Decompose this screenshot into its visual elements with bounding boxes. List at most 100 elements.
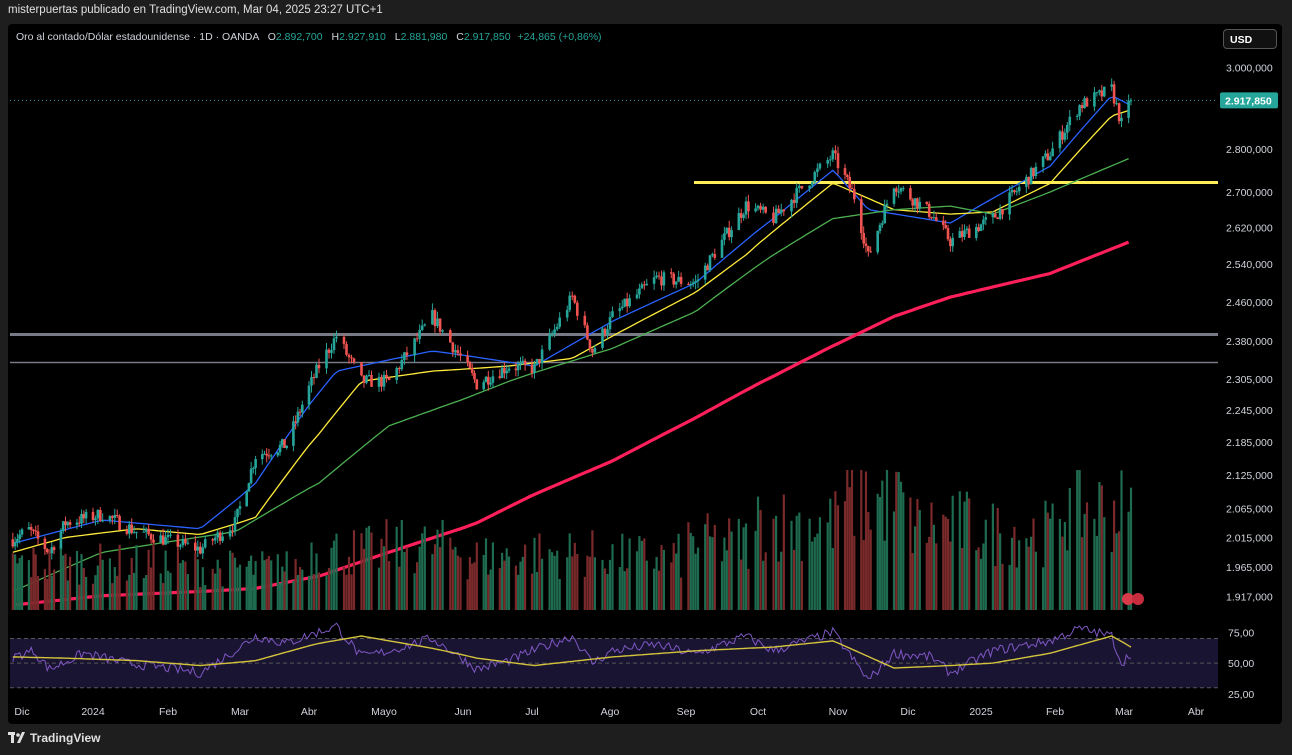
volume-bar — [449, 537, 452, 610]
volume-bar — [80, 554, 83, 610]
volume-bar — [201, 567, 204, 610]
volume-bar — [675, 553, 678, 610]
volume-bar — [949, 541, 952, 610]
volume-bar — [818, 517, 821, 610]
volume-bar — [179, 563, 182, 610]
volume-bar — [11, 553, 14, 610]
rsi-line — [12, 622, 1131, 679]
volume-bar — [864, 471, 868, 610]
volume-bar — [439, 547, 442, 610]
candle-body — [913, 198, 917, 206]
symbol-title: Oro al contado/Dólar estadounidense · 1D… — [16, 31, 259, 43]
volume-bar — [423, 526, 426, 610]
volume-bar — [111, 583, 114, 610]
volume-bar — [777, 561, 780, 610]
volume-bar — [551, 552, 554, 610]
candle-body — [1075, 115, 1079, 117]
candle-body — [674, 281, 678, 285]
volume-bar — [332, 540, 336, 610]
candle-body — [798, 185, 801, 188]
candle-body — [782, 209, 786, 212]
volume-bar — [82, 567, 85, 610]
candle-body — [96, 510, 100, 519]
volume-bar — [398, 566, 401, 610]
volume-bar — [342, 566, 346, 610]
volume-bar — [571, 556, 574, 610]
candle-body — [332, 338, 336, 351]
candle-body — [292, 421, 295, 446]
time-tick-label: Feb — [1046, 706, 1064, 718]
candle-body — [403, 352, 406, 361]
volume-bar — [238, 564, 242, 610]
volume-bar — [982, 543, 985, 610]
candle-body — [946, 228, 950, 240]
candle-body — [975, 227, 978, 238]
volume-bar — [466, 579, 469, 610]
candle-body — [1051, 148, 1054, 157]
candle-body — [533, 364, 536, 374]
low-value: 2.881,980 — [400, 31, 448, 43]
volume-bar — [99, 543, 102, 610]
open-value: 2.892,700 — [275, 31, 323, 43]
candle-body — [1015, 191, 1019, 193]
tradingview-logo-icon — [8, 732, 25, 743]
candle-body — [1098, 90, 1101, 93]
volume-bar — [965, 491, 968, 610]
volume-bar — [471, 563, 474, 610]
candle-body — [909, 188, 912, 200]
time-tick-label: Oct — [750, 706, 766, 718]
volume-bar — [145, 575, 148, 610]
volume-bar — [944, 516, 947, 610]
candle-body — [1129, 100, 1133, 102]
candle-body — [850, 188, 854, 190]
volume-bar — [166, 570, 170, 610]
volume-bar — [176, 552, 179, 610]
candle-body — [395, 368, 398, 380]
candle-body — [586, 325, 589, 340]
rsi-tick-label: 25,00 — [1228, 689, 1254, 701]
volume-bar — [687, 522, 690, 610]
volume-bar — [169, 572, 172, 610]
candle-body — [347, 354, 351, 358]
axes: 3.000,000 2.800,000 2.700,000 2.620,000 2.54… — [14, 63, 1278, 718]
tradingview-footer[interactable]: TradingView — [8, 731, 100, 745]
volume-bar — [1095, 535, 1098, 610]
volume-bar — [418, 546, 421, 610]
candle-body — [254, 459, 257, 468]
price-pane[interactable] — [10, 78, 1218, 607]
volume-bar — [85, 577, 88, 610]
volume-bar — [498, 568, 501, 610]
candle-body — [925, 201, 929, 204]
candle-body — [317, 364, 321, 369]
volume-bar — [1076, 470, 1079, 610]
volume-bar — [816, 533, 819, 610]
volume-bar — [932, 524, 935, 610]
volume-bar — [626, 568, 629, 610]
candle-body — [29, 527, 33, 530]
candle-body — [32, 529, 35, 531]
volume-bar — [142, 578, 145, 610]
volume-bar — [135, 545, 138, 610]
volume-bar — [979, 558, 983, 610]
volume-bar — [977, 547, 980, 610]
volume-bar — [1025, 538, 1028, 610]
candle-body — [382, 374, 386, 387]
volume-bar — [754, 530, 757, 610]
volume-bar — [725, 550, 728, 610]
high-label: H — [331, 31, 340, 43]
volume-bar — [487, 574, 490, 610]
candle-body — [860, 199, 863, 233]
candle-body — [867, 246, 870, 252]
currency-button[interactable]: USD — [1223, 29, 1277, 49]
rsi-pane[interactable] — [10, 622, 1218, 689]
candle-body — [385, 374, 388, 378]
candle-body — [1100, 90, 1104, 97]
candle-body — [27, 527, 31, 530]
candle-body — [514, 368, 518, 371]
candle-body — [252, 468, 255, 469]
volume-bar — [601, 559, 604, 610]
volume-bar — [999, 533, 1002, 610]
candle-body — [500, 367, 504, 378]
candle-body — [790, 199, 793, 212]
